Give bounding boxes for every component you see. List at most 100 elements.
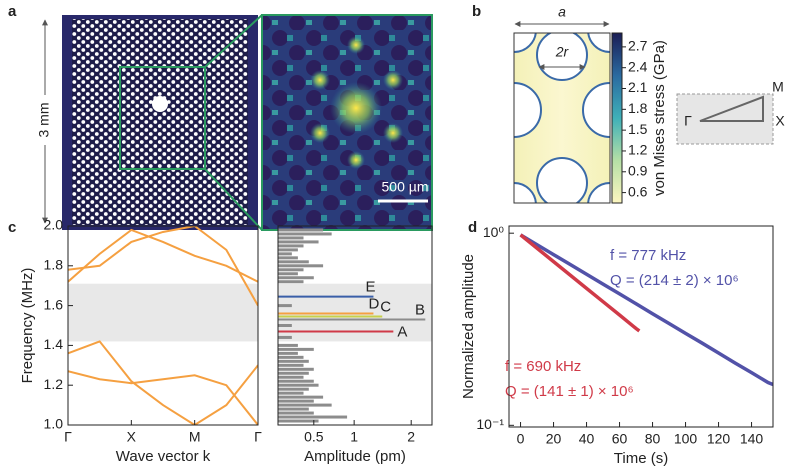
colorbar-label: von Mises stress (GPa) xyxy=(651,40,668,196)
spectrum-bar xyxy=(278,276,314,280)
panel-label: d xyxy=(468,219,477,236)
annotation: Q = (141 ± 1) × 10⁶ xyxy=(505,383,634,400)
band-gap xyxy=(68,283,258,342)
series-line xyxy=(68,228,258,283)
y-tick-label: 2.4 xyxy=(628,58,648,74)
spectrum-bar xyxy=(278,264,324,268)
spectrum-bar xyxy=(278,260,309,264)
series-line xyxy=(68,340,258,425)
series-line xyxy=(519,233,773,387)
annotation: Q = (214 ± 2) × 10⁶ xyxy=(610,272,739,289)
size-label: 3 mm xyxy=(36,103,52,138)
spectrum-bar xyxy=(278,268,304,272)
x-tick-label: 120 xyxy=(707,431,731,447)
plot-frame xyxy=(277,225,433,426)
spectrum-bar xyxy=(278,351,298,355)
y-tick-label: 1.8 xyxy=(628,100,648,116)
cell-frame xyxy=(513,32,611,204)
mode-glow xyxy=(310,123,330,143)
mode-label: C xyxy=(380,299,391,316)
irreducible-zone xyxy=(699,95,764,122)
y-tick-label: 1.6 xyxy=(44,296,64,312)
panel-label: c xyxy=(8,219,16,236)
x-tick-label: 100 xyxy=(674,431,698,447)
mode-glow xyxy=(383,123,403,143)
spectrum-bar xyxy=(278,403,332,407)
spectrum-bar xyxy=(278,399,314,403)
spectrum-bar xyxy=(278,248,298,252)
y-tick-label: 10⁻¹ xyxy=(476,416,504,432)
annotation: f = 777 kHz xyxy=(610,247,686,264)
spectrum-bar xyxy=(278,379,314,383)
spectrum-bar xyxy=(278,383,319,387)
spectrum-bar xyxy=(278,304,292,308)
spectrum-bar xyxy=(278,228,324,232)
x-tick-label: 140 xyxy=(740,431,764,447)
x-axis-label: Time (s) xyxy=(614,450,668,467)
y-tick-label: 2.0 xyxy=(44,217,64,233)
y-tick-label: 1.4 xyxy=(44,336,64,352)
plot-frame xyxy=(508,225,774,428)
x-tick-label: 0.5 xyxy=(304,429,324,445)
spectrum-bar xyxy=(278,411,314,415)
lattice-label: a xyxy=(558,4,566,20)
y-axis-label: Normalized amplitude xyxy=(460,254,477,399)
y-tick-label: 1.0 xyxy=(44,416,64,432)
spectrum-bar xyxy=(278,236,304,240)
mode-label: E xyxy=(365,279,375,296)
colorbar xyxy=(611,32,623,204)
spectrum-bar xyxy=(278,343,298,347)
x-tick-label: 2 xyxy=(407,429,415,445)
spectrum-bar xyxy=(278,391,304,395)
spectrum-bar xyxy=(278,415,348,419)
mode-label: A xyxy=(397,323,407,340)
y-tick-label: 10⁰ xyxy=(483,224,505,240)
y-tick-label: 1.8 xyxy=(44,257,64,273)
membrane-lattice xyxy=(72,19,248,225)
defect xyxy=(152,96,168,112)
y-axis-label: Frequency (MHz) xyxy=(19,268,36,384)
y-tick-label: 2.7 xyxy=(628,38,648,54)
mode-label: D xyxy=(368,296,379,313)
y-tick-label: 1.5 xyxy=(628,121,648,137)
x-tick-label: X xyxy=(127,429,137,445)
spectrum-bar xyxy=(278,252,292,256)
mode-glow xyxy=(383,70,403,90)
x-axis-label: Wave vector k xyxy=(116,448,211,465)
x-tick-label: M xyxy=(189,429,201,445)
spectrum-bar xyxy=(278,355,304,359)
y-tick-label: 2.1 xyxy=(628,79,648,95)
plot-frame xyxy=(67,225,259,426)
label-bg xyxy=(36,95,54,145)
spectrum-bar xyxy=(278,407,309,411)
spectrum-bar xyxy=(278,395,324,399)
x-tick-label: Γ xyxy=(64,429,72,445)
spectrum-bar xyxy=(278,324,292,327)
spectrum-bar xyxy=(278,371,309,375)
mode-glow xyxy=(347,151,365,169)
spectrum-bar xyxy=(278,244,304,248)
spectrum-bar xyxy=(278,272,298,276)
spectrum-bar xyxy=(278,375,304,379)
spectrum-bar xyxy=(278,256,298,260)
spectrum-bar xyxy=(278,240,319,244)
zoom-image xyxy=(261,14,433,231)
spectrum-bar xyxy=(278,359,309,363)
diameter-label: 2r xyxy=(555,44,570,60)
brillouin-zone xyxy=(676,93,774,145)
panel-label: a xyxy=(8,3,17,20)
series-line xyxy=(68,226,258,307)
x-tick-label: Γ xyxy=(254,429,262,445)
mode-glow xyxy=(347,36,365,54)
zoom-box xyxy=(119,66,206,170)
series-line xyxy=(68,370,258,425)
mode-glow xyxy=(310,70,330,90)
x-tick-label: 0 xyxy=(517,431,525,447)
x-tick-label: 60 xyxy=(612,431,628,447)
y-tick-label: 0.9 xyxy=(628,162,648,178)
spectrum-bar xyxy=(278,280,304,284)
y-tick-label: 1.2 xyxy=(628,142,648,158)
symmetry-label: M xyxy=(772,79,784,95)
annotation: f = 690 kHz xyxy=(505,358,581,375)
